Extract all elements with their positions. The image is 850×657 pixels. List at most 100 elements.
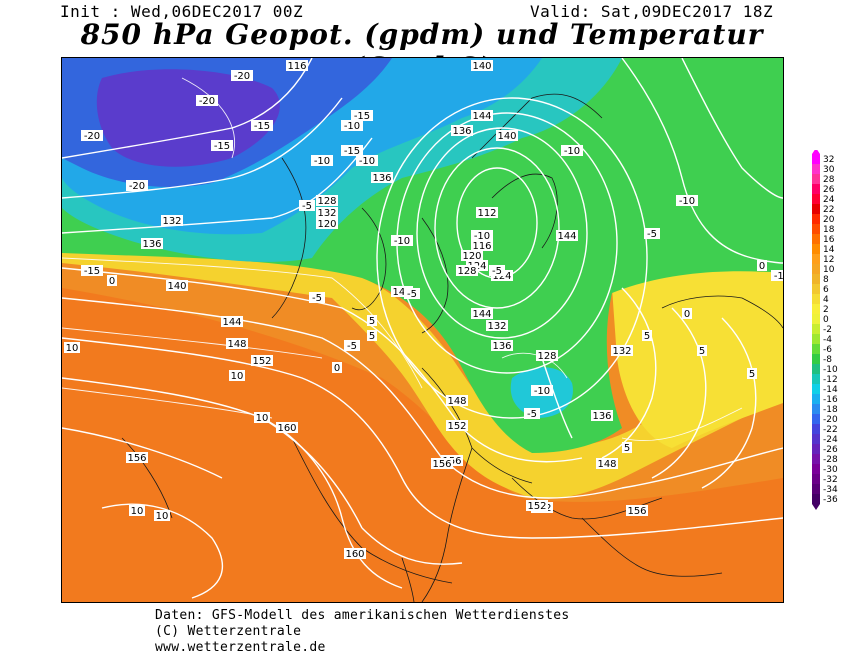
legend-swatch — [812, 154, 820, 164]
temperature-label: 5 — [644, 331, 650, 342]
geopotential-labels: 1161121161201241281321361401441481521561… — [126, 60, 648, 560]
geopotential-label: 136 — [492, 341, 511, 352]
legend-label: 22 — [823, 205, 834, 215]
geopotential-label: 124 — [492, 271, 511, 282]
geopotential-label: 144 — [472, 111, 491, 122]
geopotential-label: 116 — [472, 241, 491, 252]
geopotential-label: 136 — [142, 239, 161, 250]
geopotential-label-bg — [456, 265, 478, 276]
legend-label: 4 — [823, 295, 829, 305]
temperature-label: -5 — [347, 341, 357, 352]
temperature-label-bg — [524, 408, 540, 419]
temperature-label: -15 — [354, 111, 370, 122]
legend-swatch — [812, 274, 820, 284]
legend-swatch — [812, 424, 820, 434]
geopotential-label: 152 — [252, 356, 271, 367]
temperature-label-bg — [351, 110, 373, 121]
temperature-label: 0 — [684, 309, 690, 320]
legend-swatch — [812, 364, 820, 374]
footer-website[interactable]: www.wetterzentrale.de — [155, 640, 326, 655]
temperature-label-bg — [367, 330, 377, 341]
temperature-label-bg — [311, 155, 333, 166]
legend-colorbar: 32302826242220181614121086420-2-4-6-8-10… — [812, 148, 838, 510]
geopotential-label: 132 — [162, 216, 181, 227]
cold-core — [96, 69, 280, 167]
legend-swatch — [812, 354, 820, 364]
temperature-label-bg — [341, 145, 363, 156]
temperature-label: -20 — [84, 131, 100, 142]
legend-label: 32 — [823, 155, 834, 165]
geopotential-label-bg — [446, 395, 468, 406]
legend-arrow-bottom — [812, 504, 820, 510]
weather-map[interactable]: 1161121161201241281321361401441481521561… — [61, 57, 784, 603]
legend-swatch — [812, 224, 820, 234]
legend-swatch — [812, 244, 820, 254]
geopotential-label: 144 — [222, 317, 241, 328]
temperature-label-bg — [771, 270, 783, 281]
temperature-label: -20 — [199, 96, 215, 107]
legend-swatch — [812, 214, 820, 224]
geopotential-label: 128 — [317, 196, 336, 207]
geopotential-label-bg — [141, 238, 163, 249]
warm-zone-south — [62, 288, 783, 602]
temperature-label-bg — [697, 345, 707, 356]
legend-label: -8 — [823, 355, 832, 365]
geopotential-label: 156 — [432, 459, 451, 470]
temperature-label: -5 — [492, 266, 502, 277]
geopotential-label-bg — [316, 218, 338, 229]
legend-label: 12 — [823, 255, 834, 265]
geopotential-label-bg — [526, 500, 548, 511]
legend-swatch — [812, 314, 820, 324]
temperature-label-bg — [344, 340, 360, 351]
temperature-label-bg — [64, 342, 80, 353]
legend-label: -2 — [823, 325, 832, 335]
geopotential-label: 156 — [127, 453, 146, 464]
temperature-label-bg — [531, 385, 553, 396]
temperature-label: 10 — [231, 371, 244, 382]
temperature-label: -10 — [359, 156, 375, 167]
geopotential-label: 144 — [472, 309, 491, 320]
legend-swatch — [812, 404, 820, 414]
legend-label: -24 — [823, 435, 838, 445]
legend-swatch — [812, 454, 820, 464]
geopotential-label: 128 — [537, 351, 556, 362]
geopotential-label: 132 — [317, 208, 336, 219]
temperature-label: -5 — [407, 289, 417, 300]
temperature-label-bg — [251, 120, 273, 131]
map-canvas: 1161121161201241281321361401441481521561… — [62, 58, 783, 602]
legend-swatch — [812, 344, 820, 354]
legend-label: 24 — [823, 195, 835, 205]
temperature-label-bg — [231, 70, 253, 81]
legend-swatch — [812, 194, 820, 204]
geopotential-label-bg — [226, 338, 248, 349]
geopotential-label-bg — [371, 172, 393, 183]
legend-swatch — [812, 374, 820, 384]
legend-label: 20 — [823, 215, 835, 225]
legend-arrow-top — [812, 148, 820, 154]
temperature-label: -15 — [214, 141, 230, 152]
geopotential-label: 136 — [452, 126, 471, 137]
geopotential-label-bg — [596, 458, 618, 469]
geopotential-label-bg — [461, 250, 483, 261]
geopotential-label-bg — [221, 316, 243, 327]
legend-swatch — [812, 384, 820, 394]
coastlines — [121, 93, 783, 602]
temperature-label-bg — [107, 275, 117, 286]
temperature-label: -10 — [774, 271, 783, 282]
geopotential-label-bg — [344, 548, 366, 559]
geopotential-label: 148 — [227, 339, 246, 350]
geopotential-label-bg — [446, 420, 468, 431]
geopotential-label-bg — [471, 110, 493, 121]
legend-label: -32 — [823, 475, 838, 485]
geopotential-label-bg — [626, 505, 648, 516]
legend-swatch — [812, 474, 820, 484]
temperature-label: -10 — [314, 156, 330, 167]
legend-label: -4 — [823, 335, 832, 345]
temperature-label-bg — [471, 230, 493, 241]
legend-swatch — [812, 434, 820, 444]
geopotential-label-bg — [166, 280, 188, 291]
temperature-label: -10 — [474, 231, 490, 242]
geopotential-label: 140 — [472, 61, 491, 72]
legend-label: -36 — [823, 495, 838, 505]
geopotential-label-bg — [126, 452, 148, 463]
